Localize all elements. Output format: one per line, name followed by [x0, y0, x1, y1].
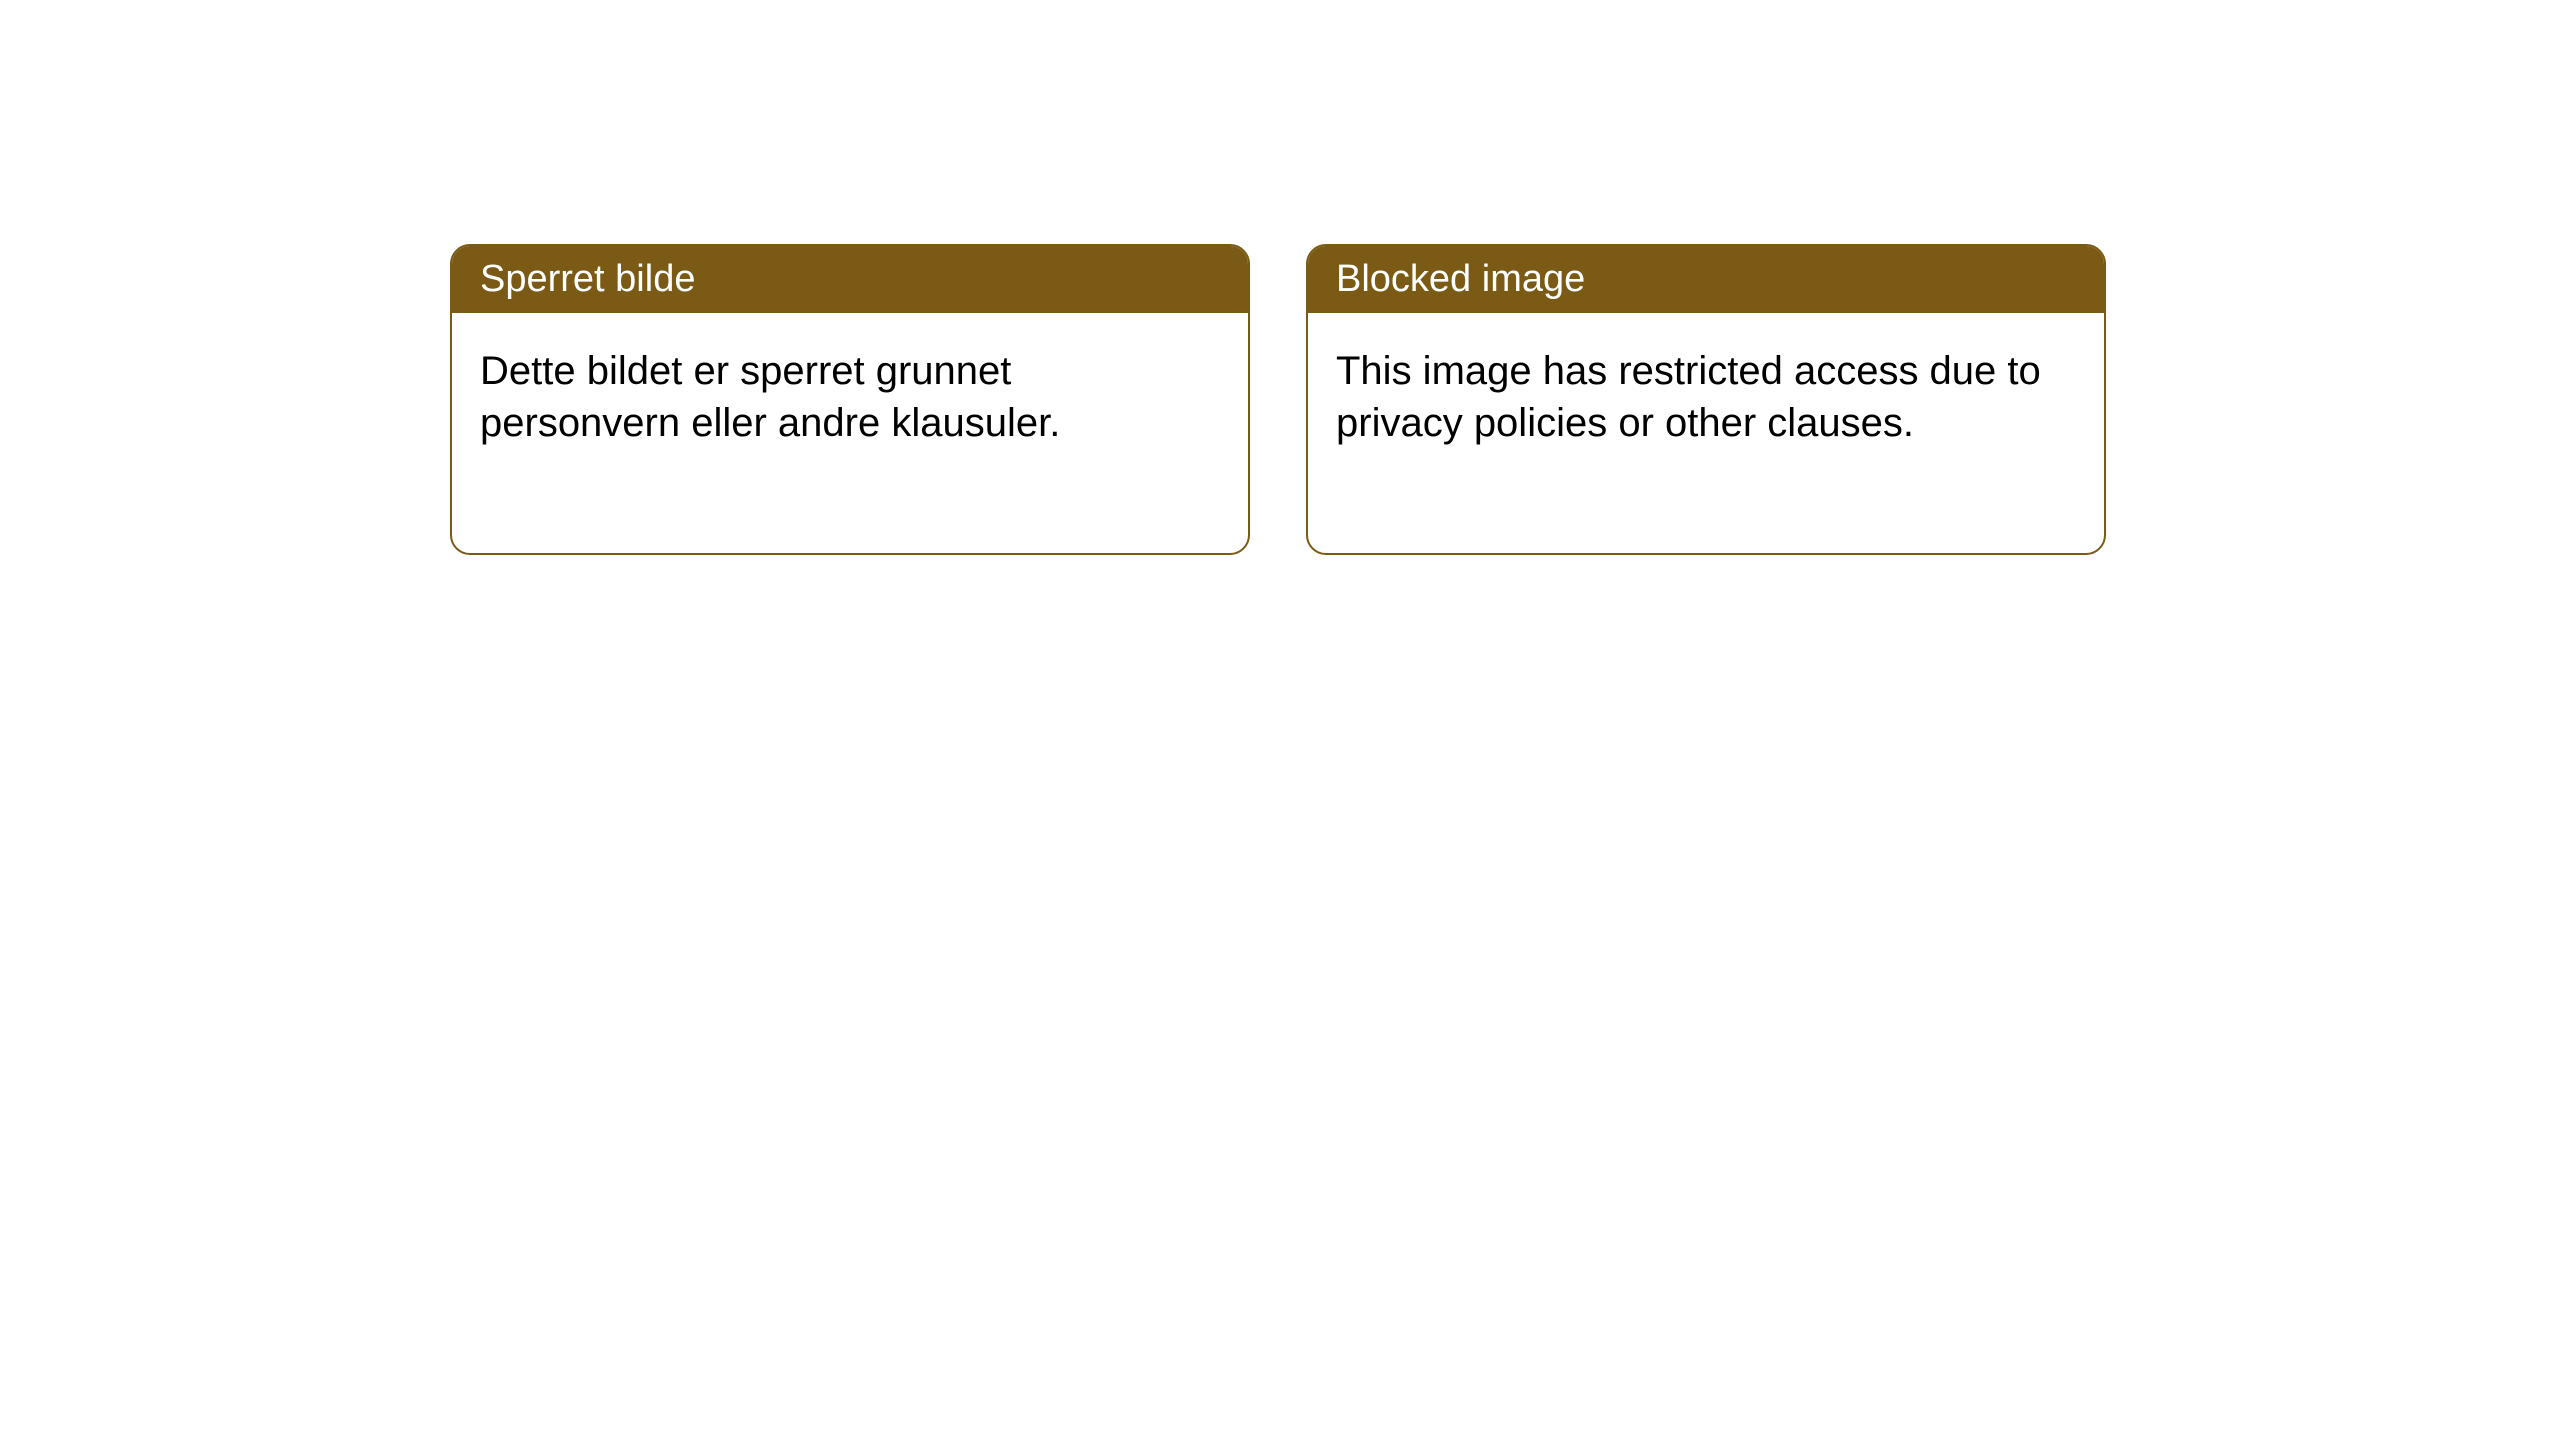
card-body: Dette bildet er sperret grunnet personve… [452, 313, 1248, 553]
card-body-text: Dette bildet er sperret grunnet personve… [480, 349, 1060, 445]
card-body: This image has restricted access due to … [1308, 313, 2104, 553]
blocked-image-card-no: Sperret bilde Dette bildet er sperret gr… [450, 244, 1250, 555]
card-title: Sperret bilde [480, 258, 695, 300]
card-body-text: This image has restricted access due to … [1336, 349, 2041, 445]
card-header: Sperret bilde [452, 246, 1248, 313]
card-header: Blocked image [1308, 246, 2104, 313]
notice-container: Sperret bilde Dette bildet er sperret gr… [450, 244, 2106, 555]
blocked-image-card-en: Blocked image This image has restricted … [1306, 244, 2106, 555]
card-title: Blocked image [1336, 258, 1585, 300]
